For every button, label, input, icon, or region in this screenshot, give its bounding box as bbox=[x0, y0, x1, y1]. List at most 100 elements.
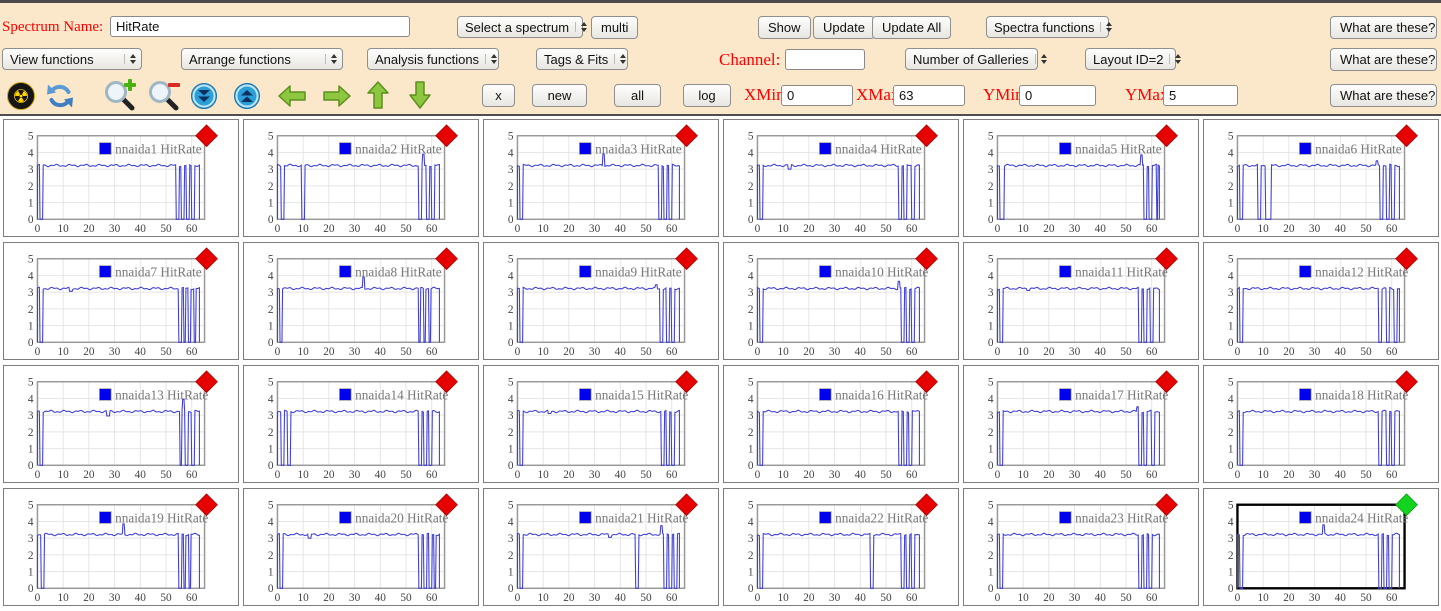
legend-label: nnaida17 HitRate bbox=[1075, 387, 1168, 402]
zoom-out-icon[interactable] bbox=[147, 79, 181, 113]
hitrate-line bbox=[996, 154, 1160, 220]
layout-id-value: Layout ID=2 bbox=[1093, 51, 1164, 67]
x-tick-label: 0 bbox=[275, 346, 281, 358]
spectrum-panel-nnaida10[interactable]: 0 1 2 3 4 5 0 10 20 30 40 50 60 nnaida10 HitRate bbox=[723, 242, 959, 360]
spectrum-name-input[interactable] bbox=[110, 16, 410, 37]
x-tick-label: 10 bbox=[538, 592, 550, 604]
x-tick-label: 40 bbox=[135, 223, 147, 235]
spectrum-panel-nnaida4[interactable]: 0 1 2 3 4 5 0 10 20 30 40 50 60 nnaida4 HitRate bbox=[723, 119, 959, 237]
xmax-input[interactable] bbox=[893, 85, 965, 106]
y-tick-label: 5 bbox=[268, 131, 274, 143]
channel-input[interactable] bbox=[785, 49, 865, 70]
legend-label: nnaida15 HitRate bbox=[595, 387, 688, 402]
radiation-icon[interactable]: ☢ bbox=[6, 81, 36, 111]
spectrum-panel-nnaida15[interactable]: 0 1 2 3 4 5 0 10 20 30 40 50 60 nnaida15 HitRate bbox=[483, 365, 719, 483]
x-button[interactable]: x bbox=[482, 84, 515, 107]
show-button[interactable]: Show bbox=[758, 16, 811, 39]
spectrum-panel-nnaida5[interactable]: 0 1 2 3 4 5 0 10 20 30 40 50 60 nnaida5 HitRate bbox=[963, 119, 1199, 237]
y-tick-label: 5 bbox=[988, 377, 994, 389]
arrow-right-icon[interactable] bbox=[322, 84, 352, 108]
arrange-functions-dropdown[interactable]: Arrange functions bbox=[181, 48, 343, 70]
arrow-down-icon[interactable] bbox=[408, 80, 432, 110]
spectrum-panel-nnaida14[interactable]: 0 1 2 3 4 5 0 10 20 30 40 50 60 nnaida14 HitRate bbox=[243, 365, 479, 483]
spectrum-panel-nnaida20[interactable]: 0 1 2 3 4 5 0 10 20 30 40 50 60 nnaida20 HitRate bbox=[243, 488, 479, 606]
spectrum-panel-nnaida11[interactable]: 0 1 2 3 4 5 0 10 20 30 40 50 60 nnaida11 HitRate bbox=[963, 242, 1199, 360]
spectrum-panel-nnaida7[interactable]: 0 1 2 3 4 5 0 10 20 30 40 50 60 nnaida7 HitRate bbox=[3, 242, 239, 360]
x-tick-label: 10 bbox=[1018, 346, 1030, 358]
x-tick-label: 20 bbox=[563, 346, 575, 358]
x-tick-label: 60 bbox=[666, 223, 678, 235]
y-tick-label: 4 bbox=[508, 147, 514, 159]
double-arrow-up-icon[interactable] bbox=[233, 82, 261, 110]
y-tick-label: 3 bbox=[28, 410, 34, 422]
arrow-up-icon[interactable] bbox=[366, 80, 390, 110]
ymax-label: YMax bbox=[1125, 85, 1169, 104]
y-tick-label: 3 bbox=[748, 287, 754, 299]
number-of-galleries-dropdown[interactable]: Number of Galleries bbox=[905, 48, 1047, 70]
x-tick-label: 50 bbox=[1360, 592, 1372, 604]
x-tick-label: 20 bbox=[323, 592, 335, 604]
spectrum-panel-nnaida19[interactable]: 0 1 2 3 4 5 0 10 20 30 40 50 60 nnaida19 HitRate bbox=[3, 488, 239, 606]
spectrum-panel-nnaida23[interactable]: 0 1 2 3 4 5 0 10 20 30 40 50 60 nnaida23 HitRate bbox=[963, 488, 1199, 606]
number-of-galleries-value: Number of Galleries bbox=[913, 51, 1029, 67]
y-tick-label: 1 bbox=[268, 321, 274, 333]
x-tick-label: 10 bbox=[298, 346, 310, 358]
spectrum-panel-nnaida18[interactable]: 0 1 2 3 4 5 0 10 20 30 40 50 60 nnaida18 HitRate bbox=[1203, 365, 1439, 483]
new-button[interactable]: new bbox=[532, 84, 587, 107]
spectrum-panel-nnaida8[interactable]: 0 1 2 3 4 5 0 10 20 30 40 50 60 nnaida8 HitRate bbox=[243, 242, 479, 360]
y-tick-label: 0 bbox=[748, 583, 754, 595]
spectrum-panel-nnaida12[interactable]: 0 1 2 3 4 5 0 10 20 30 40 50 60 nnaida12 HitRate bbox=[1203, 242, 1439, 360]
y-tick-label: 3 bbox=[268, 164, 274, 176]
x-tick-label: 10 bbox=[538, 346, 550, 358]
y-tick-label: 1 bbox=[268, 567, 274, 579]
y-tick-label: 3 bbox=[1228, 287, 1234, 299]
what-are-these-button-row3[interactable]: What are these? bbox=[1330, 84, 1437, 107]
spectrum-panel-nnaida13[interactable]: 0 1 2 3 4 5 0 10 20 30 40 50 60 nnaida13 HitRate bbox=[3, 365, 239, 483]
x-tick-label: 30 bbox=[589, 346, 601, 358]
spectrum-panel-nnaida2[interactable]: 0 1 2 3 4 5 0 10 20 30 40 50 60 nnaida2 HitRate bbox=[243, 119, 479, 237]
hitrate-line bbox=[756, 163, 920, 220]
arrow-left-icon[interactable] bbox=[277, 84, 307, 108]
legend-swatch bbox=[1058, 142, 1072, 155]
xmin-input[interactable] bbox=[781, 85, 853, 106]
spectrum-panel-nnaida1[interactable]: 0 1 2 3 4 5 0 10 20 30 40 50 60 nnaida1 HitRate bbox=[3, 119, 239, 237]
update-button[interactable]: Update bbox=[813, 16, 875, 39]
spectrum-panel-nnaida22[interactable]: 0 1 2 3 4 5 0 10 20 30 40 50 60 nnaida22 HitRate bbox=[723, 488, 959, 606]
spectrum-panel-nnaida6[interactable]: 0 1 2 3 4 5 0 10 20 30 40 50 60 nnaida6 HitRate bbox=[1203, 119, 1439, 237]
x-tick-label: 0 bbox=[1235, 469, 1241, 481]
view-functions-dropdown[interactable]: View functions bbox=[2, 48, 142, 70]
spectra-functions-dropdown[interactable]: Spectra functions bbox=[986, 16, 1113, 38]
layout-id-dropdown[interactable]: Layout ID=2 bbox=[1085, 48, 1182, 70]
zoom-in-icon[interactable] bbox=[103, 79, 137, 113]
spectrum-panel-nnaida24[interactable]: 0 1 2 3 4 5 0 10 20 30 40 50 60 nnaida24 HitRate bbox=[1203, 488, 1439, 606]
x-tick-label: 20 bbox=[1043, 592, 1055, 604]
log-button[interactable]: log bbox=[683, 84, 731, 107]
what-are-these-button-row2[interactable]: What are these? bbox=[1330, 48, 1437, 71]
all-button[interactable]: all bbox=[614, 84, 661, 107]
analysis-functions-dropdown[interactable]: Analysis functions bbox=[367, 48, 499, 70]
y-tick-label: 2 bbox=[748, 304, 754, 316]
spectrum-panel-nnaida16[interactable]: 0 1 2 3 4 5 0 10 20 30 40 50 60 nnaida16 HitRate bbox=[723, 365, 959, 483]
arrow-right-glyph bbox=[323, 85, 351, 107]
x-tick-label: 30 bbox=[829, 223, 841, 235]
spectrum-panel-nnaida9[interactable]: 0 1 2 3 4 5 0 10 20 30 40 50 60 nnaida9 HitRate bbox=[483, 242, 719, 360]
double-arrow-down-icon[interactable] bbox=[190, 82, 218, 110]
x-tick-label: 0 bbox=[275, 223, 281, 235]
spectrum-panel-nnaida17[interactable]: 0 1 2 3 4 5 0 10 20 30 40 50 60 nnaida17 HitRate bbox=[963, 365, 1199, 483]
ymax-input[interactable] bbox=[1163, 85, 1238, 106]
status-diamond-red bbox=[1395, 247, 1418, 271]
ymin-input[interactable] bbox=[1019, 85, 1096, 106]
multi-button[interactable]: multi bbox=[591, 16, 639, 39]
spectrum-panel-nnaida21[interactable]: 0 1 2 3 4 5 0 10 20 30 40 50 60 nnaida21 HitRate bbox=[483, 488, 719, 606]
update-all-button[interactable]: Update All bbox=[872, 16, 952, 39]
spectrum-panel-nnaida3[interactable]: 0 1 2 3 4 5 0 10 20 30 40 50 60 nnaida3 HitRate bbox=[483, 119, 719, 237]
x-tick-label: 60 bbox=[906, 469, 918, 481]
select-a-spectrum-dropdown[interactable]: Select a spectrum bbox=[457, 16, 588, 38]
what-are-these-button-row1[interactable]: What are these? bbox=[1330, 16, 1437, 39]
hitrate-line bbox=[516, 409, 680, 466]
refresh-icon[interactable] bbox=[45, 81, 75, 111]
tags-fits-dropdown[interactable]: Tags & Fits bbox=[536, 48, 628, 70]
